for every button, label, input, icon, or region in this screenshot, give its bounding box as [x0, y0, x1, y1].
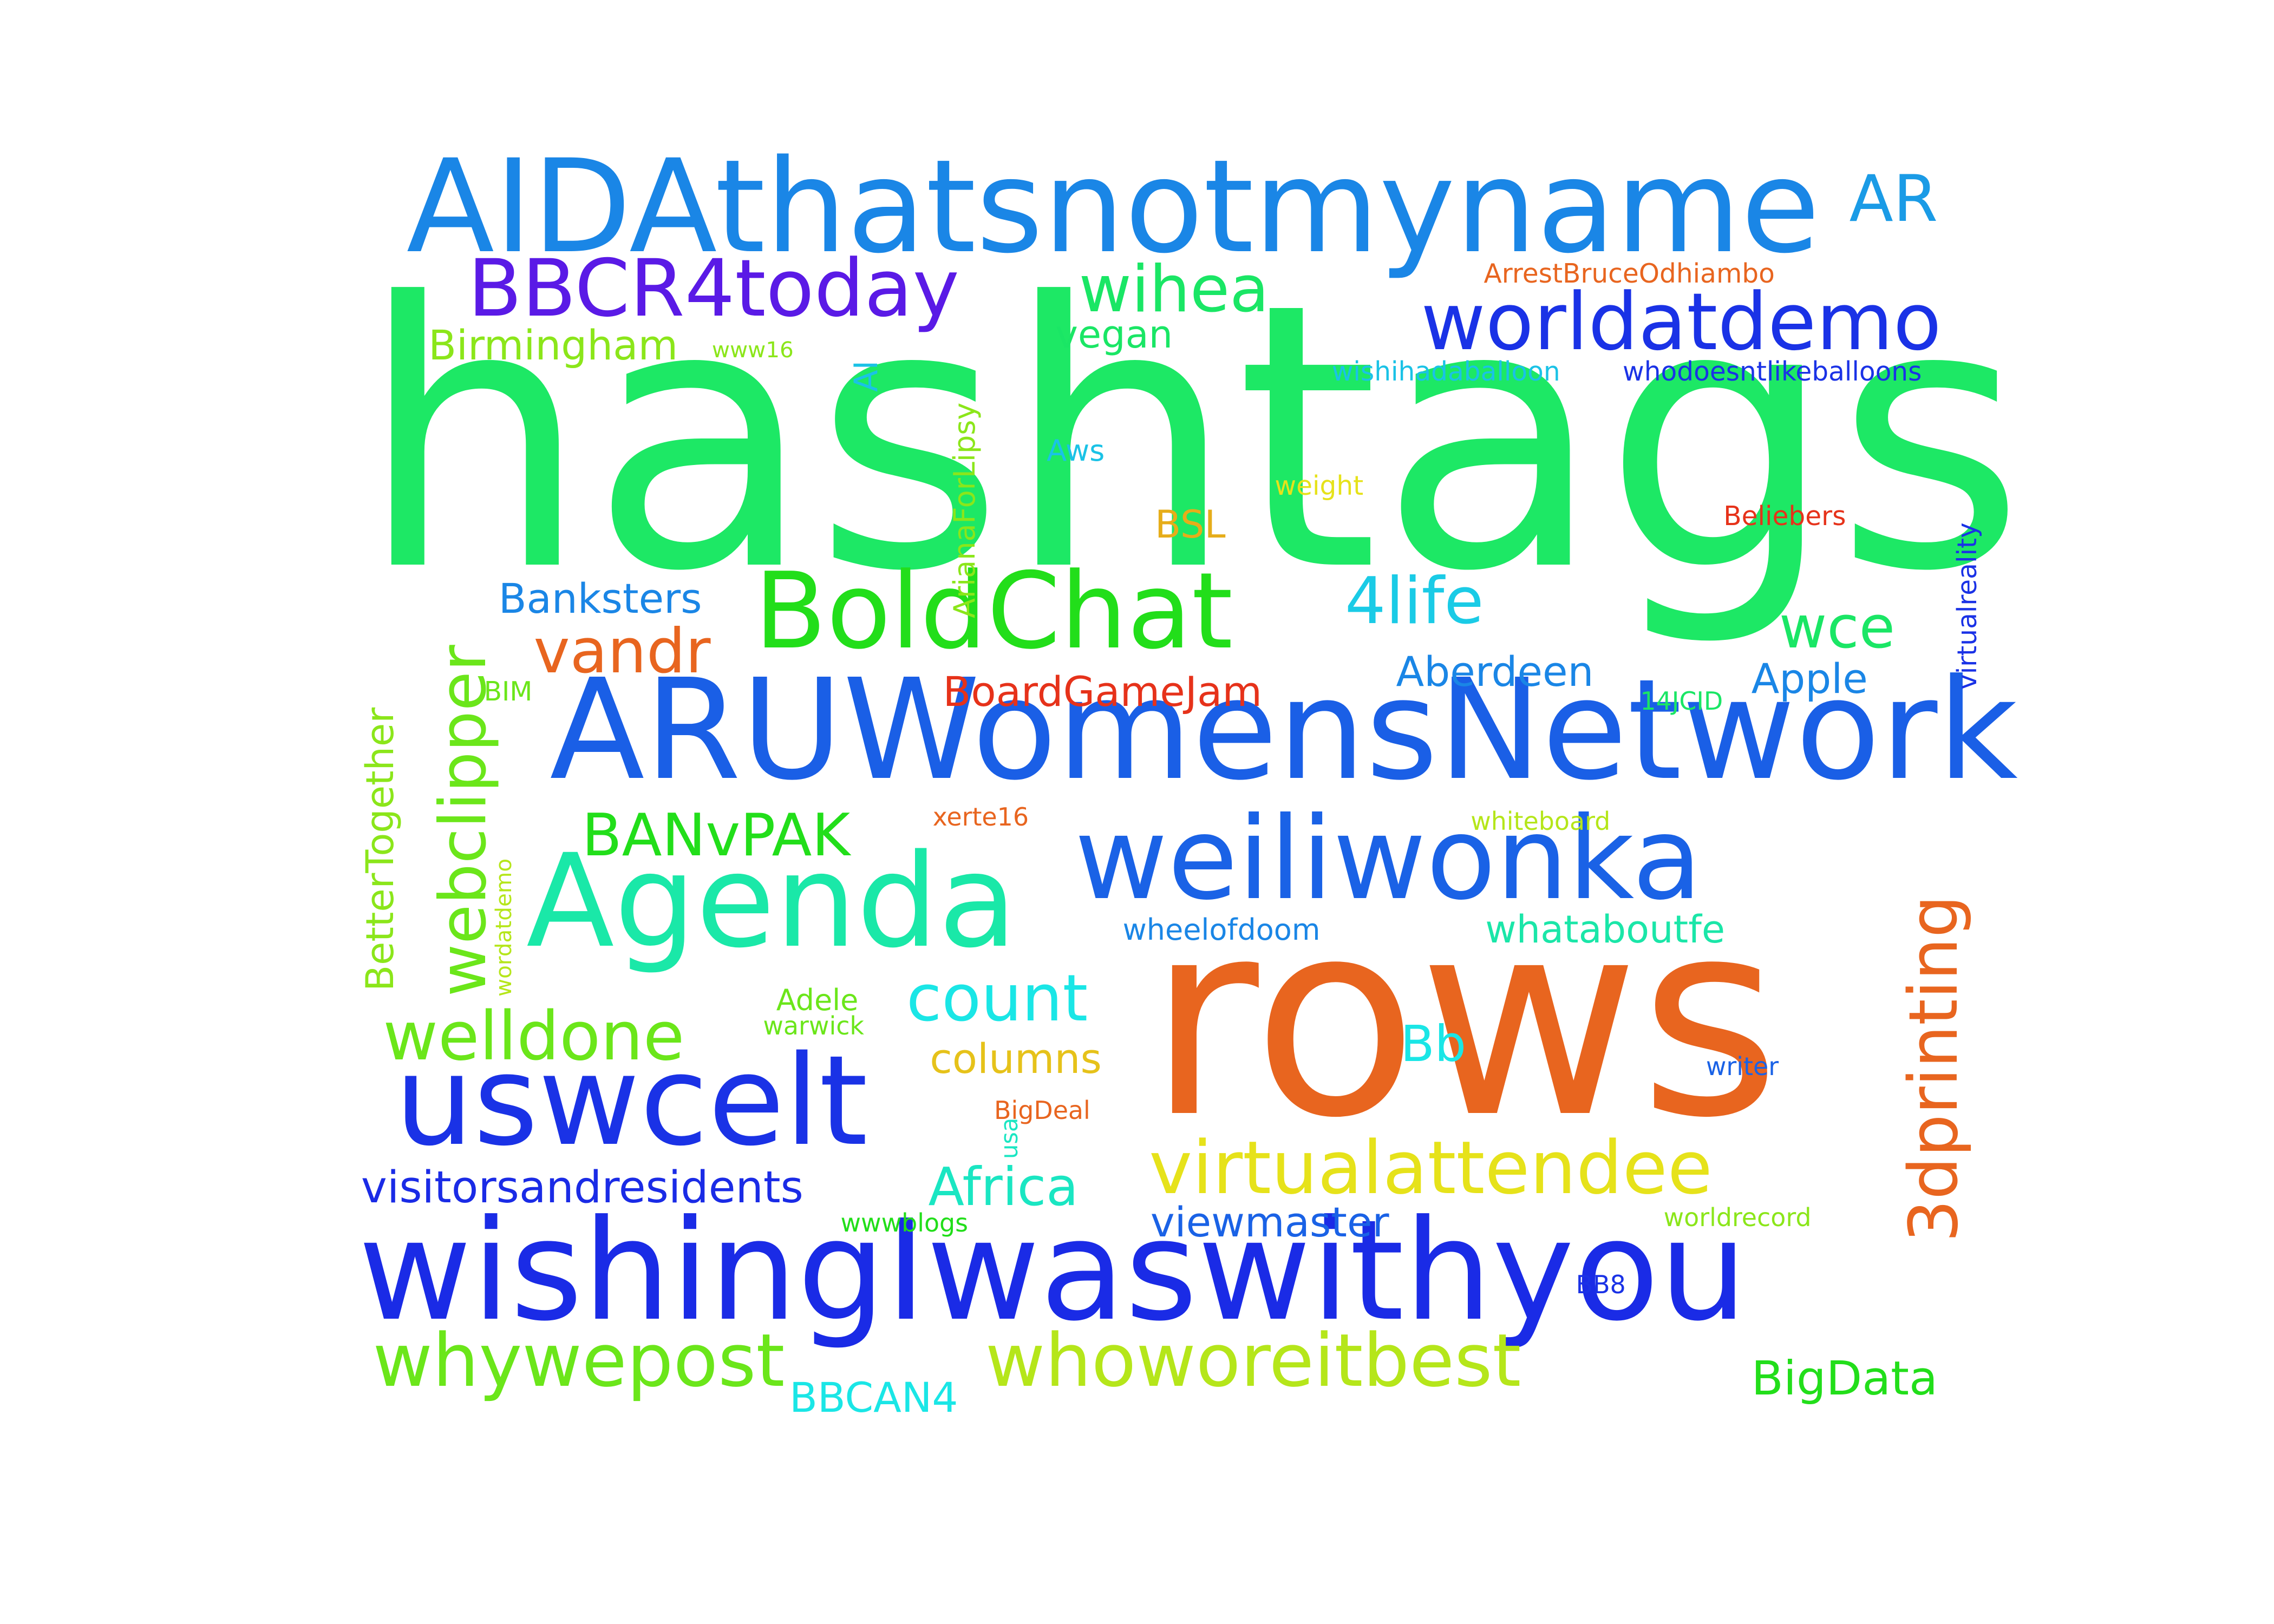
word-whywepost: whywepost [373, 1318, 785, 1404]
word-adele: Adele [776, 983, 859, 1017]
word-ai: AI [848, 360, 886, 392]
word-bigdata: BigData [1751, 1352, 1938, 1406]
word-africa: Africa [928, 1156, 1079, 1218]
word-worldrecord: worldrecord [1663, 1202, 1812, 1232]
word-whiteboard: whiteboard [1471, 806, 1611, 836]
word-wwwblogs: wwwblogs [840, 1208, 969, 1238]
word-whodoesntlikeballoons: whodoesntlikeballoons [1623, 357, 1922, 387]
word-agenda: Agenda [526, 826, 1017, 977]
word-xerte16: xerte16 [932, 802, 1029, 831]
word-boldchat: BoldChat [754, 550, 1233, 673]
word-wishingiwaswithyou: wishingIwaswithyou [358, 1190, 1748, 1352]
word-rows: rows [1147, 862, 1781, 1177]
word-wce: wce [1779, 594, 1896, 662]
word-bb8: BB8 [1576, 1269, 1626, 1299]
word-bim: BIM [483, 677, 533, 708]
word-bbcan4: BBCAN4 [789, 1374, 958, 1422]
word-14jcid: 14JCID [1640, 686, 1723, 716]
word-welldone: welldone [383, 998, 685, 1076]
word-viewmaster: viewmaster [1150, 1199, 1389, 1247]
word-virtualattendee: virtualattendee [1149, 1125, 1713, 1210]
word-warwick: warwick [763, 1011, 865, 1040]
word-wheelofdoom: wheelofdoom [1122, 913, 1321, 947]
word-wordatdemo: wordatdemo [490, 859, 517, 997]
word-weiliwonka: weiliwonka [1074, 792, 1702, 925]
word-count: count [906, 961, 1088, 1036]
word-weight: weight [1275, 470, 1364, 501]
word-wishihadaballoon: wishihadaballoon [1331, 357, 1560, 387]
word-whoworeitbest: whoworeitbest [985, 1318, 1521, 1404]
word-bsl: BSL [1155, 502, 1226, 547]
word-bettertogether: BetterTogether [357, 707, 402, 991]
word-apple: Apple [1751, 655, 1868, 703]
word-aws: Aws [1047, 433, 1105, 468]
word-aberdeen: Aberdeen [1396, 647, 1594, 696]
word-bb: Bb [1400, 1014, 1466, 1073]
word-virtualreality: virtualreality [1952, 522, 1983, 690]
word-arrestbruceodhiambo: ArrestBruceOdhiambo [1484, 259, 1775, 290]
word-birmingham: Birmingham [428, 322, 678, 370]
word-3dprinting: 3dprinting [1895, 895, 1973, 1242]
word-arianaforlipsy: ArianaForLipsy [948, 402, 982, 619]
word-ar: AR [1849, 162, 1938, 237]
word-bigdeal: BigDeal [994, 1096, 1090, 1125]
word-hashtags: hashtags [358, 225, 2025, 651]
word-columns: columns [930, 1035, 1102, 1083]
word-vegan: vegan [1055, 312, 1173, 357]
word-vandr: vandr [533, 615, 711, 687]
word-boardgamejam: BoardGameJam [943, 668, 1262, 716]
word-usa: usa [996, 1117, 1024, 1160]
word-www16: www16 [711, 336, 794, 363]
word-wihea: wihea [1079, 252, 1269, 328]
word-banksters: Banksters [498, 574, 702, 623]
word-writer: writer [1706, 1052, 1779, 1082]
word-aruwomensnetwork: ARUWomensNetwork [550, 650, 2018, 811]
word-bbcr4today: BBCR4today [468, 243, 959, 335]
word-beliebers: Beliebers [1723, 501, 1846, 532]
word-4life: 4life [1345, 564, 1484, 639]
word-uswcelt: uswcelt [395, 1029, 868, 1174]
word-visitorsandresidents: visitorsandresidents [361, 1162, 803, 1213]
word-worldatdemo: worldatdemo [1421, 276, 1942, 368]
word-banvpak: BANvPAK [581, 801, 851, 869]
word-whataboutfe: whataboutfe [1485, 907, 1726, 952]
word-aidathatsnotmyname: AIDAthatsnotmyname [406, 132, 1820, 283]
